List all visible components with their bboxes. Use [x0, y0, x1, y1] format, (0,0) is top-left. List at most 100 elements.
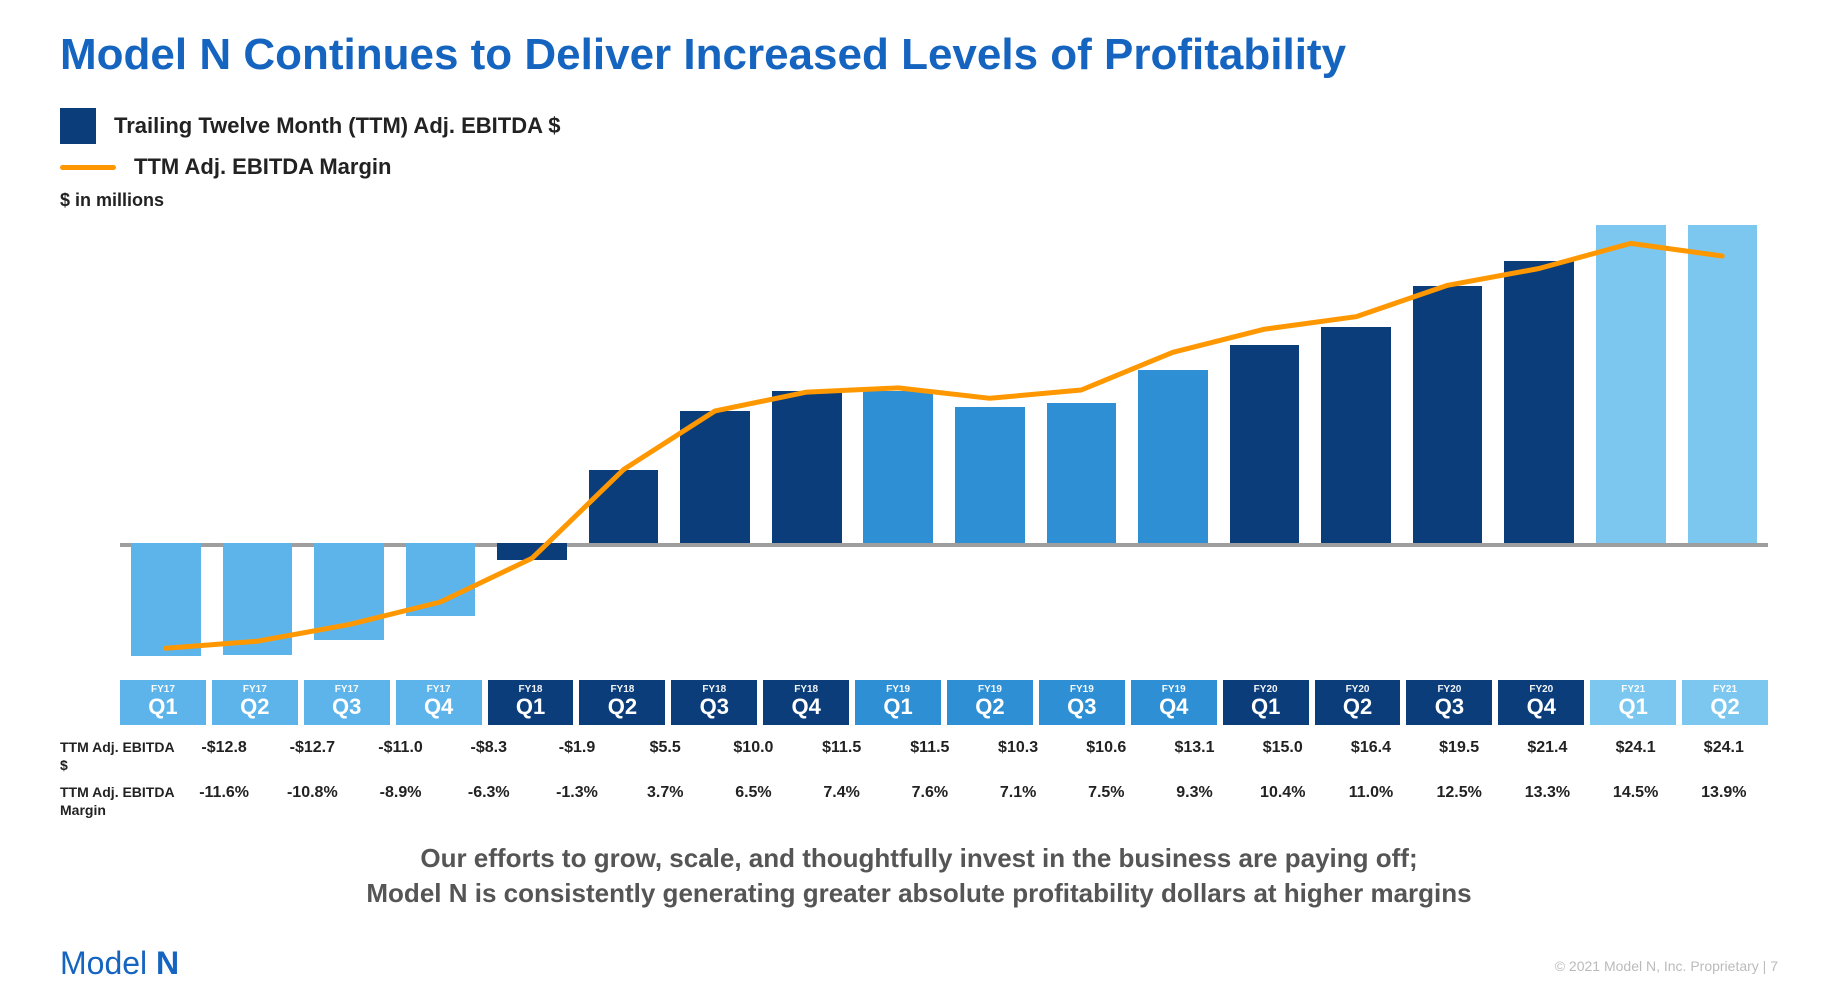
period-cell: FY21Q2 — [1682, 680, 1768, 725]
page-title: Model N Continues to Deliver Increased L… — [60, 30, 1778, 80]
bar — [406, 543, 476, 616]
period-fy-label: FY20 — [1315, 684, 1401, 695]
ebitda-cell: $19.5 — [1415, 739, 1503, 757]
period-quarter-label: Q2 — [1682, 695, 1768, 719]
bar-column — [1219, 217, 1311, 543]
period-fy-label: FY17 — [212, 684, 298, 695]
bar-column — [761, 217, 853, 543]
bar — [1321, 327, 1391, 543]
period-fy-label: FY21 — [1590, 684, 1676, 695]
units-label: $ in millions — [60, 190, 1778, 211]
margin-cell: 3.7% — [621, 784, 709, 802]
legend-item-line: TTM Adj. EBITDA Margin — [60, 154, 1778, 180]
margin-cell: 7.4% — [798, 784, 886, 802]
margin-cell: 11.0% — [1327, 784, 1415, 802]
margin-cell: 6.5% — [709, 784, 797, 802]
period-cell: FY21Q1 — [1590, 680, 1676, 725]
bar — [589, 470, 659, 543]
ebitda-cell: -$8.3 — [445, 739, 533, 757]
bar-column — [486, 217, 578, 543]
ebitda-cell: $21.4 — [1503, 739, 1591, 757]
copyright: © 2021 Model N, Inc. Proprietary | 7 — [1555, 958, 1778, 974]
ebitda-cell: -$12.7 — [268, 739, 356, 757]
period-cell: FY18Q1 — [488, 680, 574, 725]
period-fy-label: FY17 — [304, 684, 390, 695]
period-quarter-label: Q4 — [396, 695, 482, 719]
period-cell: FY20Q2 — [1315, 680, 1401, 725]
bar — [1413, 286, 1483, 543]
period-cell: FY18Q4 — [763, 680, 849, 725]
ebitda-cell: $24.1 — [1592, 739, 1680, 757]
bar — [1688, 225, 1758, 543]
bar-column — [1402, 217, 1494, 543]
bar-column — [303, 217, 395, 543]
period-fy-label: FY17 — [396, 684, 482, 695]
data-table: TTM Adj. EBITDA $ -$12.8-$12.7-$11.0-$8.… — [60, 739, 1778, 819]
bar — [1596, 225, 1666, 543]
period-quarter-label: Q2 — [212, 695, 298, 719]
period-fy-label: FY18 — [671, 684, 757, 695]
bar — [1504, 261, 1574, 543]
bar — [772, 391, 842, 543]
ebitda-cell: $10.6 — [1062, 739, 1150, 757]
period-cell: FY19Q3 — [1039, 680, 1125, 725]
ebitda-cell: -$12.8 — [180, 739, 268, 757]
margin-cell: 7.1% — [974, 784, 1062, 802]
margin-cell: 7.6% — [886, 784, 974, 802]
bar-column — [1585, 217, 1677, 543]
bar-column — [120, 217, 212, 543]
period-quarter-label: Q3 — [671, 695, 757, 719]
margin-cell: -6.3% — [445, 784, 533, 802]
period-fy-label: FY20 — [1223, 684, 1309, 695]
period-cell: FY18Q3 — [671, 680, 757, 725]
margin-cell: -11.6% — [180, 784, 268, 802]
ebitda-cell: $10.0 — [709, 739, 797, 757]
period-quarter-label: Q1 — [120, 695, 206, 719]
bar-column — [1493, 217, 1585, 543]
chart — [120, 217, 1768, 662]
period-fy-label: FY19 — [1039, 684, 1125, 695]
period-fy-label: FY19 — [855, 684, 941, 695]
period-quarter-label: Q1 — [488, 695, 574, 719]
brand-logo: Model N — [60, 945, 179, 982]
ebitda-cell: $5.5 — [621, 739, 709, 757]
ebitda-cell: -$11.0 — [356, 739, 444, 757]
period-quarter-label: Q4 — [1498, 695, 1584, 719]
period-quarter-label: Q3 — [1406, 695, 1492, 719]
legend-item-bar: Trailing Twelve Month (TTM) Adj. EBITDA … — [60, 108, 1778, 144]
margin-cell: 14.5% — [1592, 784, 1680, 802]
bar-column — [853, 217, 945, 543]
bar-column — [212, 217, 304, 543]
period-header-row: FY17Q1FY17Q2FY17Q3FY17Q4FY18Q1FY18Q2FY18… — [120, 680, 1768, 725]
ebitda-cell: $15.0 — [1239, 739, 1327, 757]
period-cell: FY20Q3 — [1406, 680, 1492, 725]
ebitda-cell: -$1.9 — [533, 739, 621, 757]
bar-column — [1677, 217, 1769, 543]
period-cell: FY20Q1 — [1223, 680, 1309, 725]
bar-column — [1127, 217, 1219, 543]
bar — [863, 391, 933, 543]
period-fy-label: FY20 — [1406, 684, 1492, 695]
period-cell: FY19Q2 — [947, 680, 1033, 725]
period-cell: FY17Q4 — [396, 680, 482, 725]
legend-bar-swatch — [60, 108, 96, 144]
footer-line-2: Model N is consistently generating great… — [60, 876, 1778, 911]
period-fy-label: FY19 — [947, 684, 1033, 695]
row-ebitda: -$12.8-$12.7-$11.0-$8.3-$1.9$5.5$10.0 $11… — [180, 739, 1768, 757]
period-fy-label: FY17 — [120, 684, 206, 695]
ebitda-cell: $11.5 — [886, 739, 974, 757]
ebitda-cell: $10.3 — [974, 739, 1062, 757]
brand-word-1: Model — [60, 945, 147, 981]
period-cell: FY20Q4 — [1498, 680, 1584, 725]
margin-cell: 13.9% — [1680, 784, 1768, 802]
legend-line-label: TTM Adj. EBITDA Margin — [134, 154, 391, 180]
period-fy-label: FY21 — [1682, 684, 1768, 695]
period-quarter-label: Q1 — [1223, 695, 1309, 719]
period-cell: FY17Q1 — [120, 680, 206, 725]
period-quarter-label: Q2 — [947, 695, 1033, 719]
margin-cell: -10.8% — [268, 784, 356, 802]
legend: Trailing Twelve Month (TTM) Adj. EBITDA … — [60, 108, 1778, 180]
period-cell: FY19Q4 — [1131, 680, 1217, 725]
period-cell: FY17Q3 — [304, 680, 390, 725]
period-cell: FY17Q2 — [212, 680, 298, 725]
